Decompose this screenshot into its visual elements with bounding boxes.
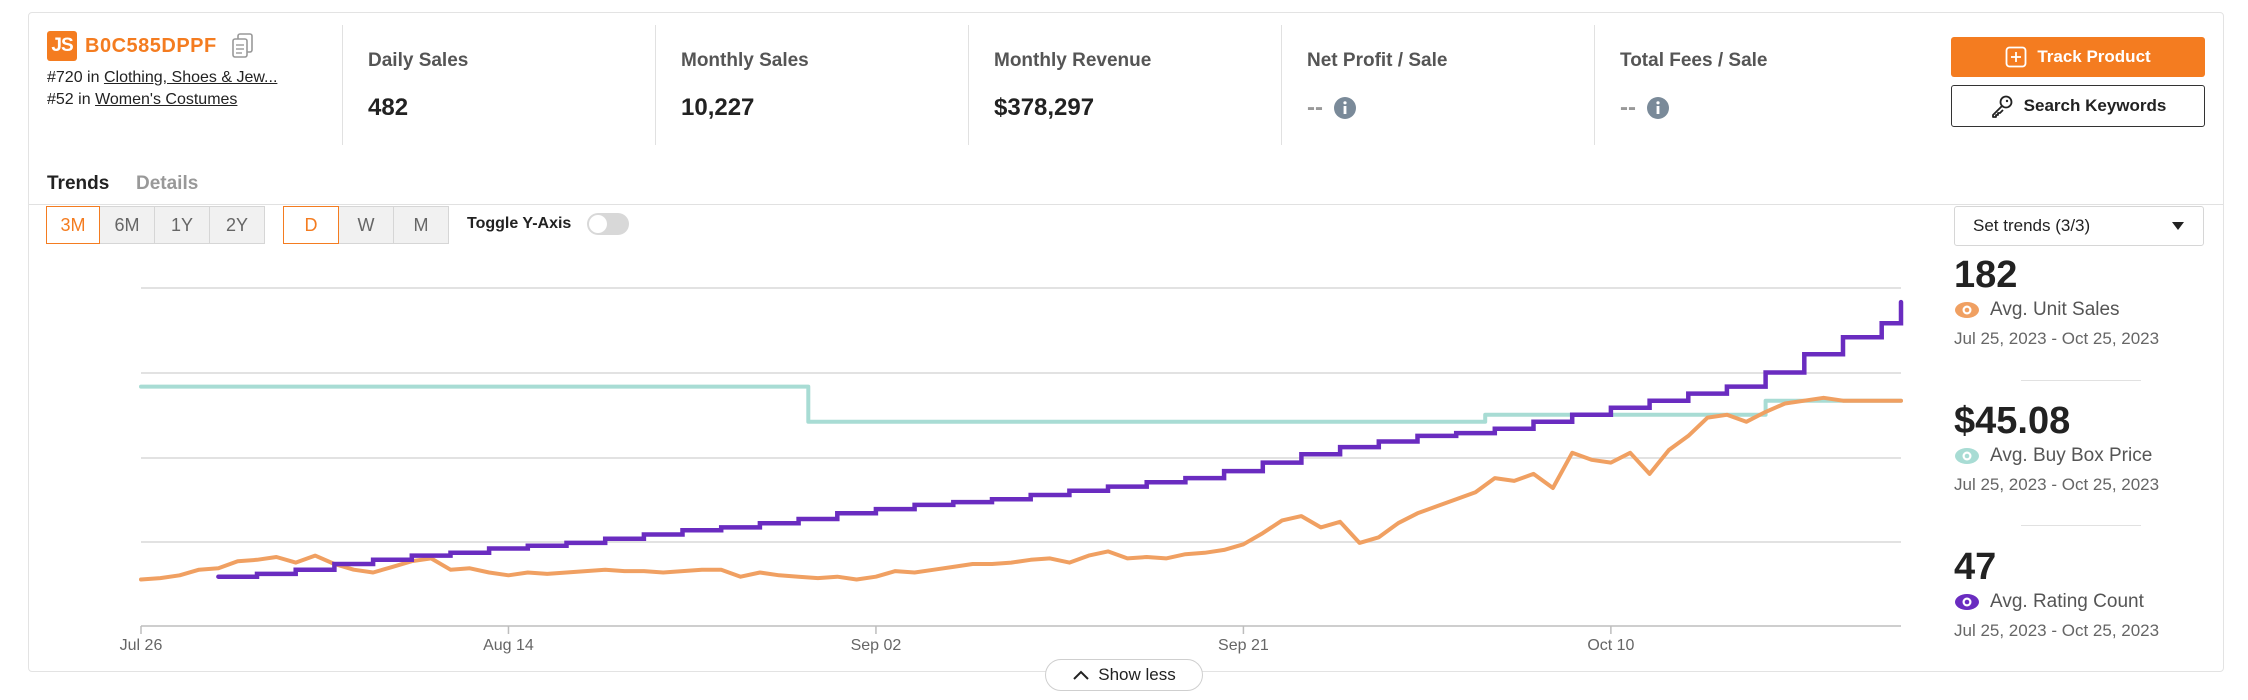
copy-icon[interactable]: [231, 32, 255, 60]
interval-week-button[interactable]: W: [338, 206, 394, 244]
stat-date-range: Jul 25, 2023 - Oct 25, 2023: [1954, 621, 2160, 640]
category-link-costumes[interactable]: Women's Costumes: [95, 91, 238, 108]
stat-label: Avg. Rating Count: [1990, 591, 2144, 612]
set-trends-label: Set trends (3/3): [1973, 216, 2091, 235]
metrics-bar: Daily Sales 482 Monthly Sales 10,227 Mon…: [342, 25, 1907, 145]
toggle-y-axis-label: Toggle Y-Axis: [467, 215, 572, 232]
stat-date-range: Jul 25, 2023 - Oct 25, 2023: [1954, 329, 2160, 348]
search-keywords-button[interactable]: Search Keywords: [1951, 85, 2205, 127]
metric-label: Total Fees / Sale: [1620, 50, 1768, 71]
rank-row: #52 in Women's Costumes: [47, 91, 327, 109]
metric-value: --: [1307, 94, 1323, 121]
metric-label: Monthly Revenue: [994, 50, 1152, 71]
range-2y-button[interactable]: 2Y: [209, 206, 265, 244]
x-tick-label: Aug 14: [483, 637, 534, 654]
metric-daily-sales: Daily Sales 482: [342, 25, 655, 145]
metric-monthly-sales: Monthly Sales 10,227: [655, 25, 968, 145]
product-card: JS B0C585DPPF #720 in Clothing, Shoes & …: [28, 12, 2224, 691]
asin-link[interactable]: B0C585DPPF: [85, 34, 217, 57]
eye-icon[interactable]: [1954, 593, 1980, 611]
show-less-button[interactable]: Show less: [1045, 659, 1203, 691]
stat-label: Avg. Unit Sales: [1990, 299, 2120, 320]
stat-unit-sales: 182 Avg. Unit Sales Jul 25, 2023 - Oct 2…: [1954, 253, 2206, 349]
stat-date-range: Jul 25, 2023 - Oct 25, 2023: [1954, 475, 2160, 494]
info-icon[interactable]: [1646, 96, 1670, 120]
interval-month-button[interactable]: M: [393, 206, 449, 244]
metric-label: Daily Sales: [368, 50, 469, 71]
tab-details[interactable]: Details: [136, 173, 199, 194]
metric-value: 10,227: [681, 94, 755, 121]
tab-trends[interactable]: Trends: [47, 173, 110, 211]
x-tick-label: Sep 02: [851, 637, 902, 654]
rank-in: in: [78, 91, 91, 108]
show-less-label: Show less: [1098, 665, 1176, 684]
interval-selector: D W M: [283, 206, 449, 244]
metric-net-profit: Net Profit / Sale --: [1281, 25, 1594, 145]
caret-down-icon: [2172, 222, 2184, 230]
metric-value: $378,297: [994, 94, 1095, 121]
range-3m-button[interactable]: 3M: [46, 206, 100, 244]
track-product-label: Track Product: [2037, 47, 2151, 66]
stat-label: Avg. Buy Box Price: [1990, 445, 2153, 466]
set-trends-dropdown[interactable]: Set trends (3/3): [1954, 206, 2204, 246]
trend-chart: Jul 26 Aug 14 Sep 02 Sep 21 Oct 10: [120, 287, 1904, 654]
stat-divider: [2021, 380, 2141, 381]
range-selector: 3M 6M 1Y 2Y: [46, 206, 265, 244]
tab-bar: Trends Details: [29, 158, 2223, 211]
chevron-up-icon: [1073, 670, 1089, 680]
toggle-y-axis: Toggle Y-Axis: [467, 213, 630, 235]
search-keywords-label: Search Keywords: [2023, 96, 2167, 115]
x-tick-label: Jul 26: [120, 637, 163, 654]
metric-value: 482: [368, 94, 409, 121]
metric-total-fees: Total Fees / Sale --: [1594, 25, 1907, 145]
stat-value: $45.08: [1954, 400, 2071, 442]
interval-day-button[interactable]: D: [283, 206, 339, 244]
info-icon[interactable]: [1333, 96, 1357, 120]
x-tick-label: Sep 21: [1218, 637, 1269, 654]
rank-number: #52: [47, 91, 74, 108]
track-product-button[interactable]: Track Product: [1951, 37, 2205, 77]
key-icon: [1991, 95, 2013, 118]
x-tick-label: Oct 10: [1587, 637, 1634, 654]
stat-value: 182: [1954, 254, 2018, 296]
rank-number: #720: [47, 69, 83, 86]
rank-row: #720 in Clothing, Shoes & Jew...: [47, 69, 327, 87]
stat-rating-count: 47 Avg. Rating Count Jul 25, 2023 - Oct …: [1954, 545, 2206, 641]
rank-in: in: [87, 69, 100, 86]
plus-square-icon: [2005, 46, 2027, 68]
category-link-clothing[interactable]: Clothing, Shoes & Jew...: [103, 69, 278, 86]
js-logo: JS: [47, 31, 77, 61]
toggle-y-axis-switch[interactable]: [587, 213, 630, 235]
metric-monthly-revenue: Monthly Revenue $378,297: [968, 25, 1281, 145]
rating-count-line[interactable]: [216, 299, 1904, 579]
stat-divider: [2021, 525, 2141, 526]
metric-value: --: [1620, 94, 1636, 121]
eye-icon[interactable]: [1954, 447, 1980, 465]
stat-value: 47: [1954, 546, 1997, 588]
stat-buy-box-price: $45.08 Avg. Buy Box Price Jul 25, 2023 -…: [1954, 399, 2206, 495]
range-6m-button[interactable]: 6M: [99, 206, 155, 244]
eye-icon[interactable]: [1954, 301, 1980, 319]
unit-sales-line[interactable]: [139, 395, 1903, 582]
buy-box-price-line[interactable]: [139, 384, 1903, 424]
product-info: JS B0C585DPPF #720 in Clothing, Shoes & …: [47, 29, 327, 109]
metric-label: Net Profit / Sale: [1307, 50, 1448, 71]
metric-label: Monthly Sales: [681, 50, 809, 71]
range-1y-button[interactable]: 1Y: [154, 206, 210, 244]
